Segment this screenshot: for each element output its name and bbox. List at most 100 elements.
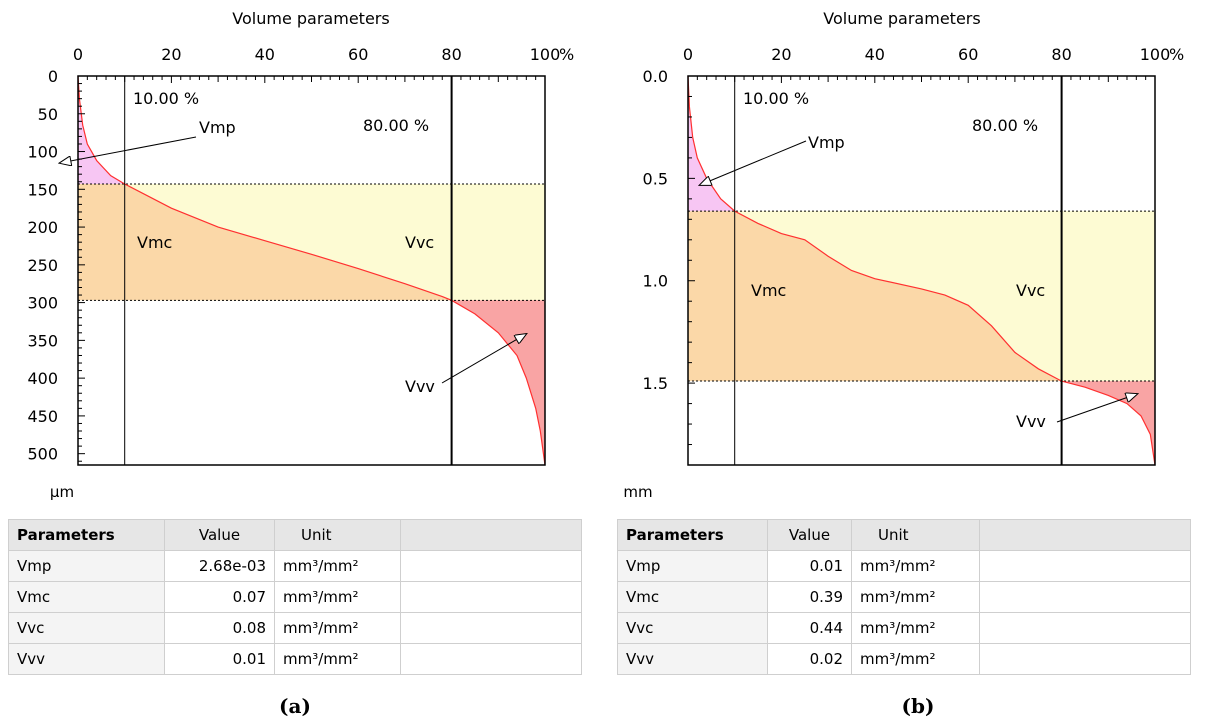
chart-a-vmp-label: Vmp <box>199 118 236 137</box>
param-unit: mm³/mm² <box>274 550 401 582</box>
chart-a-y-tick-label: 100 <box>27 143 58 162</box>
chart-a-y-tick-label: 50 <box>38 105 58 124</box>
header-parameters: Parameters <box>617 519 768 551</box>
blank-cell <box>400 581 582 613</box>
param-name: Vvc <box>8 612 165 644</box>
param-unit: mm³/mm² <box>851 581 980 613</box>
panel-caption-a: (a) <box>279 694 311 718</box>
chart-a-y-tick-label: 500 <box>27 445 58 464</box>
table-row: Vvv 0.02 mm³/mm² <box>617 643 1191 675</box>
chart-b-x-tick-label: 80 <box>1051 45 1071 64</box>
chart-a-vmc-label: Vmc <box>137 233 172 252</box>
chart-a-abbott-curve <box>77 75 546 466</box>
param-name: Vvv <box>8 643 165 675</box>
chart-a-y-unit: µm <box>50 483 74 501</box>
chart-b-y-tick-label: 1.0 <box>643 272 668 291</box>
chart-b-y-tick-label: 0.5 <box>643 169 668 188</box>
chart-a-y-tick-label: 300 <box>27 294 58 313</box>
header-unit: Unit <box>274 519 401 551</box>
chart-a-y-tick-label: 0 <box>48 67 58 86</box>
param-unit: mm³/mm² <box>274 612 401 644</box>
table-row: Vmc 0.39 mm³/mm² <box>617 581 1191 613</box>
chart-a-y-tick-label: 400 <box>27 369 58 388</box>
param-name: Vmp <box>617 550 768 582</box>
blank-cell <box>400 612 582 644</box>
parameters-table-b: Parameters Value Unit Vmp 0.01 mm³/mm² V… <box>617 519 1191 675</box>
param-unit: mm³/mm² <box>851 612 980 644</box>
table-row: Vmc 0.07 mm³/mm² <box>8 581 582 613</box>
chart-a-vmp-arrow <box>60 136 197 163</box>
blank-cell <box>979 612 1191 644</box>
blank-cell <box>979 550 1191 582</box>
param-value: 0.44 <box>767 612 852 644</box>
chart-b-y-tick-label: 0.0 <box>643 67 668 86</box>
chart-a-x-tick-label: 80 <box>441 45 461 64</box>
blank-cell <box>979 581 1191 613</box>
chart-b-x-tick-label: 0 <box>683 45 693 64</box>
panel-caption-b: (b) <box>901 694 935 718</box>
blank-cell <box>979 643 1191 675</box>
chart-b-vvv-label: Vvv <box>1016 412 1046 431</box>
param-name: Vmp <box>8 550 165 582</box>
chart-b-y-unit: mm <box>623 483 652 501</box>
header-value: Value <box>164 519 275 551</box>
param-name: Vmc <box>8 581 165 613</box>
header-blank <box>979 519 1191 551</box>
chart-b-vmc-region <box>688 211 1062 382</box>
table-row: Vvc 0.44 mm³/mm² <box>617 612 1191 644</box>
chart-a-y-tick-label: 150 <box>27 180 58 199</box>
chart-a-x-unit: % <box>559 45 574 64</box>
param-unit: mm³/mm² <box>274 643 401 675</box>
param-name: Vmc <box>617 581 768 613</box>
blank-cell <box>400 550 582 582</box>
chart-a-y-tick-label: 250 <box>27 256 58 275</box>
chart-b-vmc-label: Vmc <box>751 281 786 300</box>
param-unit: mm³/mm² <box>274 581 401 613</box>
chart-a-vvc-label: Vvc <box>405 233 434 252</box>
param-value: 0.07 <box>164 581 275 613</box>
chart-b-x-tick-label: 60 <box>958 45 978 64</box>
table-header-row: Parameters Value Unit <box>8 519 582 551</box>
chart-b-mr2-label: 80.00 % <box>972 116 1038 135</box>
chart-b-vvv-region <box>1061 381 1155 465</box>
table-row: Vvc 0.08 mm³/mm² <box>8 612 582 644</box>
chart-b-x-tick-label: 20 <box>771 45 791 64</box>
table-header-row: Parameters Value Unit <box>617 519 1191 551</box>
chart-a-vmc-region <box>78 184 452 301</box>
header-blank <box>400 519 582 551</box>
header-parameters: Parameters <box>8 519 165 551</box>
param-name: Vvv <box>617 643 768 675</box>
chart-b-y-tick-label: 1.5 <box>643 374 668 393</box>
chart-a-vvv-label: Vvv <box>405 377 435 396</box>
chart-a-y-tick-label: 450 <box>27 407 58 426</box>
chart-b-x-tick-label: 40 <box>865 45 885 64</box>
chart-b-vmp-label: Vmp <box>808 133 845 152</box>
chart-b-vvv-arrow <box>1056 394 1137 423</box>
param-value: 0.01 <box>164 643 275 675</box>
param-unit: mm³/mm² <box>851 643 980 675</box>
chart-a-vmp-region <box>78 76 125 184</box>
chart-a-x-tick-label: 40 <box>255 45 275 64</box>
chart-b-vvc-label: Vvc <box>1016 281 1045 300</box>
chart-a-mr2-label: 80.00 % <box>363 116 429 135</box>
chart-a-mr1-label: 10.00 % <box>133 89 199 108</box>
chart-a-vvv-arrow <box>441 334 526 384</box>
table-row: Vvv 0.01 mm³/mm² <box>8 643 582 675</box>
blank-cell <box>400 643 582 675</box>
chart-b-mr1-label: 10.00 % <box>743 89 809 108</box>
param-value: 0.01 <box>767 550 852 582</box>
chart-a-vvv-region <box>451 300 545 465</box>
header-value: Value <box>767 519 852 551</box>
chart-a-y-tick-label: 350 <box>27 331 58 350</box>
chart-b-vmp-arrow <box>700 140 807 185</box>
param-value: 0.08 <box>164 612 275 644</box>
chart-b-vmp-region <box>688 76 735 212</box>
header-unit: Unit <box>851 519 980 551</box>
param-value: 0.02 <box>767 643 852 675</box>
chart-a-x-tick-label: 60 <box>348 45 368 64</box>
chart-a-x-tick-label: 20 <box>161 45 181 64</box>
chart-b-x-unit: % <box>1169 45 1184 64</box>
chart-a-x-tick-label: 100 <box>530 45 561 64</box>
param-value: 0.39 <box>767 581 852 613</box>
